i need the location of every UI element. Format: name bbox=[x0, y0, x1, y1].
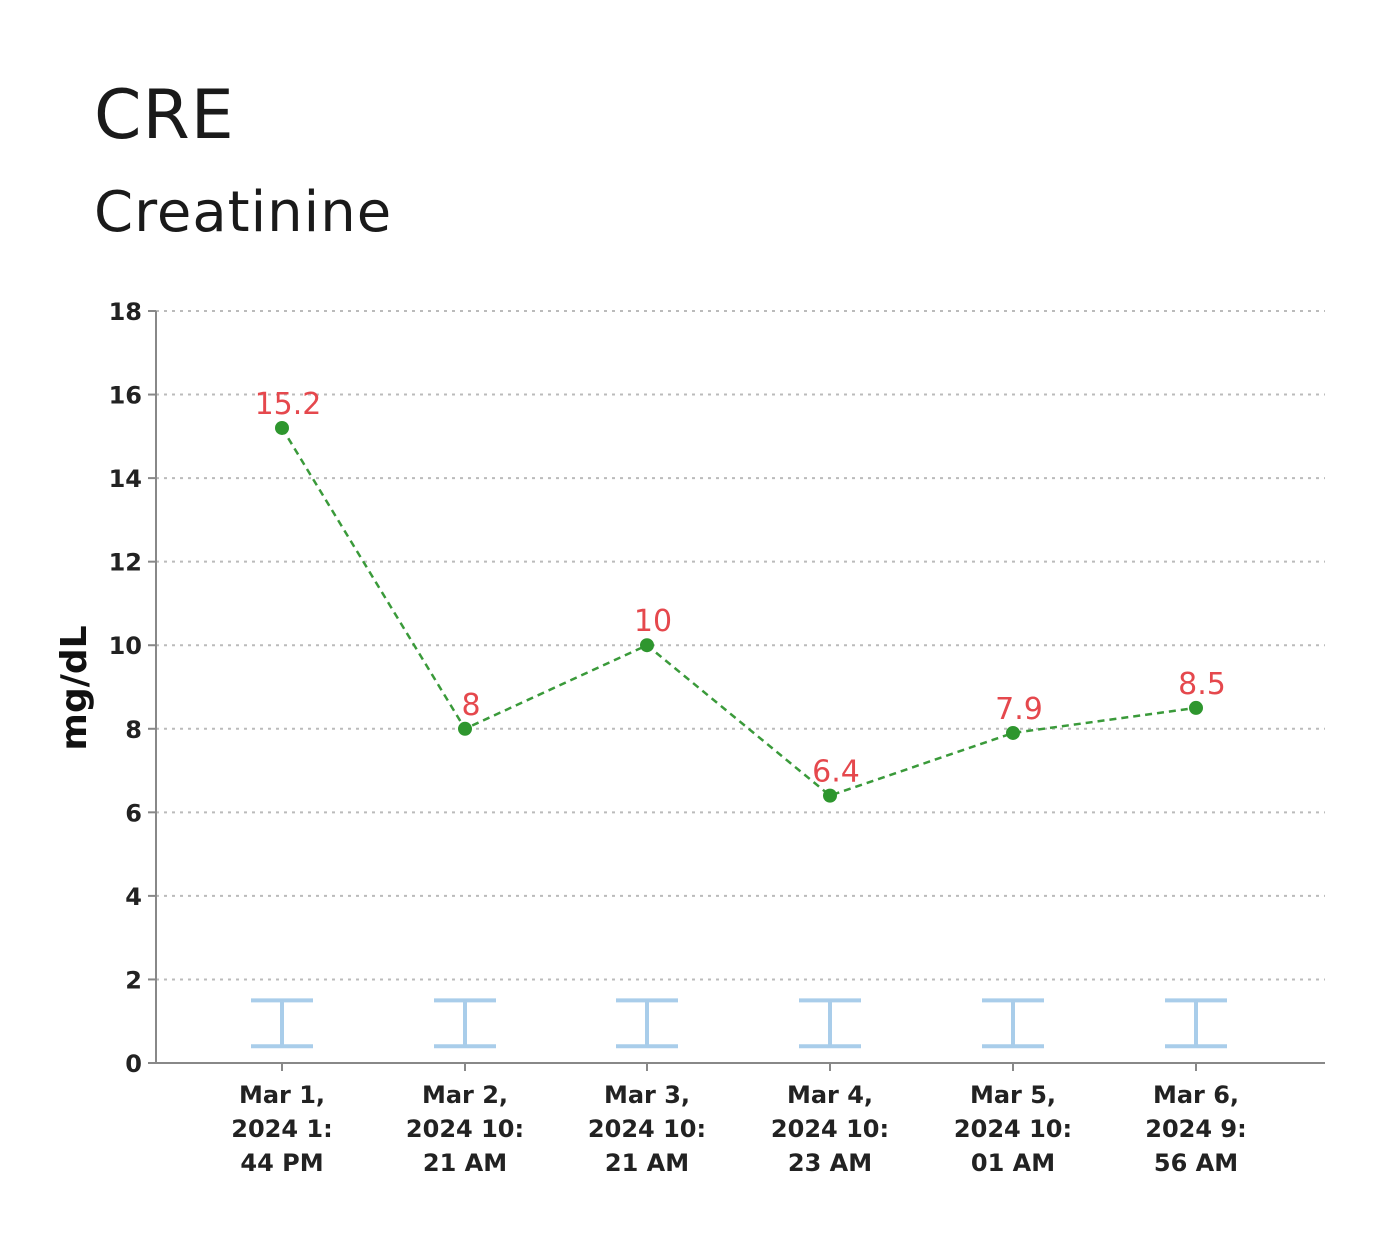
x-tick-label: Mar 6, 2024 9: 56 AM bbox=[1145, 1081, 1246, 1177]
chart-subtitle: Creatinine bbox=[94, 180, 393, 245]
x-tick-label: Mar 3, 2024 10: 21 AM bbox=[588, 1081, 706, 1177]
y-axis-ticks: 0 2 4 6 8 10 12 14 16 18 bbox=[109, 298, 156, 1078]
data-point bbox=[823, 788, 837, 803]
y-tick-label: 10 bbox=[109, 632, 142, 660]
x-tick-label: Mar 5, 2024 10: 01 AM bbox=[954, 1081, 1072, 1177]
data-label: 6.4 bbox=[812, 755, 860, 790]
y-tick-label: 4 bbox=[125, 883, 142, 911]
y-tick-label: 0 bbox=[125, 1050, 142, 1078]
reference-range-markers bbox=[251, 998, 1227, 1049]
reference-range-marker bbox=[1165, 998, 1227, 1049]
data-label: 10 bbox=[634, 604, 672, 639]
y-tick-label: 2 bbox=[125, 966, 142, 994]
data-point bbox=[1006, 725, 1020, 740]
series-line bbox=[280, 427, 1197, 798]
grid-lines bbox=[156, 310, 1325, 981]
chart-title: CRE bbox=[94, 76, 235, 155]
data-label: 7.9 bbox=[995, 692, 1043, 727]
data-point bbox=[640, 638, 654, 653]
data-label: 8 bbox=[461, 688, 480, 723]
data-point bbox=[275, 420, 289, 435]
axes bbox=[155, 311, 1325, 1064]
x-tick-label: Mar 4, 2024 10: 23 AM bbox=[771, 1081, 889, 1177]
y-tick-label: 18 bbox=[109, 298, 142, 326]
y-tick-label: 16 bbox=[109, 382, 142, 410]
reference-range-marker bbox=[616, 998, 678, 1049]
x-axis-ticks: Mar 1, 2024 1: 44 PM Mar 2, 2024 10: 21 AM Mar… bbox=[231, 1063, 1247, 1177]
reference-range-marker bbox=[799, 998, 861, 1049]
reference-range-marker bbox=[982, 998, 1044, 1049]
reference-range-marker bbox=[251, 998, 313, 1049]
data-labels: 15.2 8 10 6.4 7.9 8.5 bbox=[255, 387, 1226, 790]
y-axis-label: mg/dL bbox=[54, 625, 95, 750]
x-tick-label: Mar 2, 2024 10: 21 AM bbox=[406, 1081, 524, 1177]
data-series bbox=[275, 420, 1203, 803]
data-point bbox=[1189, 700, 1203, 715]
reference-range-marker bbox=[434, 998, 496, 1049]
x-tick-label: Mar 1, 2024 1: 44 PM bbox=[231, 1081, 332, 1177]
y-tick-label: 14 bbox=[109, 465, 142, 493]
y-tick-label: 12 bbox=[109, 549, 142, 577]
y-tick-label: 6 bbox=[125, 799, 142, 827]
data-label: 15.2 bbox=[255, 387, 322, 422]
y-tick-label: 8 bbox=[125, 716, 142, 744]
data-point bbox=[458, 721, 472, 736]
data-label: 8.5 bbox=[1178, 667, 1226, 702]
